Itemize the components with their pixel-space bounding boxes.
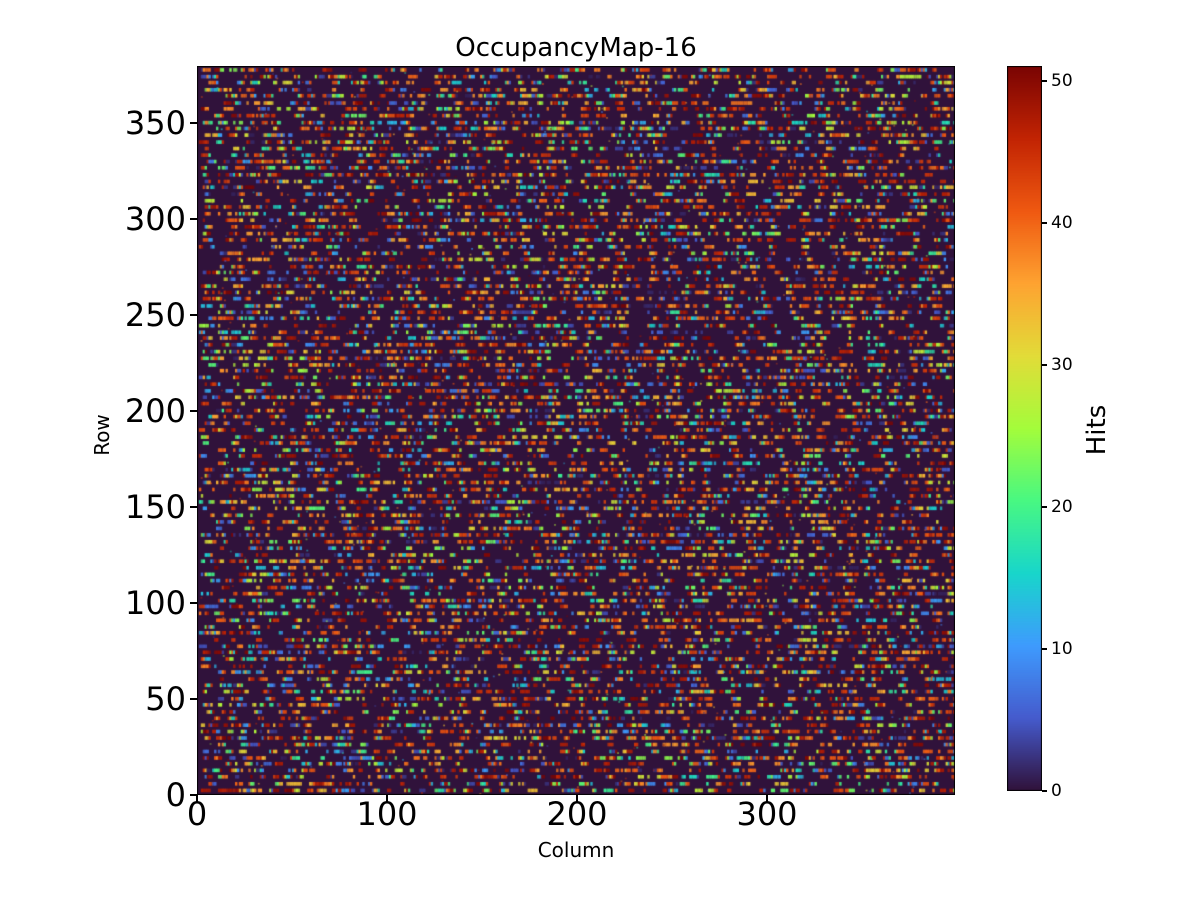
y-tick-label: 300	[124, 200, 186, 238]
colorbar-tick-label: 40	[1051, 213, 1073, 233]
y-tick-mark	[190, 218, 197, 220]
y-tick-label: 50	[145, 680, 186, 718]
x-tick-mark	[196, 795, 198, 802]
y-tick-mark	[190, 602, 197, 604]
y-tick-mark	[190, 122, 197, 124]
y-tick-label: 250	[124, 296, 186, 334]
y-axis-label: Row	[90, 414, 114, 456]
colorbar-canvas	[1007, 66, 1042, 791]
y-tick-label: 100	[124, 584, 186, 622]
x-tick-label: 100	[356, 795, 418, 833]
y-tick-label: 0	[165, 776, 186, 814]
y-tick-label: 200	[124, 392, 186, 430]
colorbar-tick-mark	[1042, 364, 1047, 366]
x-tick-label: 300	[736, 795, 798, 833]
colorbar-tick-mark	[1042, 648, 1047, 650]
x-tick-label: 0	[186, 795, 208, 833]
colorbar-label: Hits	[1082, 404, 1112, 456]
x-tick-mark	[386, 795, 388, 802]
colorbar-tick-label: 20	[1051, 497, 1073, 517]
chart-title: OccupancyMap-16	[455, 33, 697, 63]
colorbar-tick-label: 0	[1051, 781, 1062, 801]
heatmap-canvas	[197, 66, 955, 795]
y-tick-mark	[190, 698, 197, 700]
x-axis-label: Column	[537, 838, 615, 862]
y-tick-mark	[190, 794, 197, 796]
x-tick-label: 200	[546, 795, 608, 833]
y-tick-label: 150	[124, 488, 186, 526]
colorbar-tick-mark	[1042, 790, 1047, 792]
x-tick-mark	[576, 795, 578, 802]
y-tick-mark	[190, 410, 197, 412]
colorbar-tick-mark	[1042, 506, 1047, 508]
y-tick-label: 350	[124, 104, 186, 142]
y-tick-mark	[190, 506, 197, 508]
colorbar-tick-label: 10	[1051, 639, 1073, 659]
colorbar-tick-mark	[1042, 222, 1047, 224]
colorbar-tick-label: 30	[1051, 355, 1073, 375]
colorbar-tick-mark	[1042, 80, 1047, 82]
x-tick-mark	[766, 795, 768, 802]
y-tick-mark	[190, 314, 197, 316]
colorbar-tick-label: 50	[1051, 71, 1073, 91]
